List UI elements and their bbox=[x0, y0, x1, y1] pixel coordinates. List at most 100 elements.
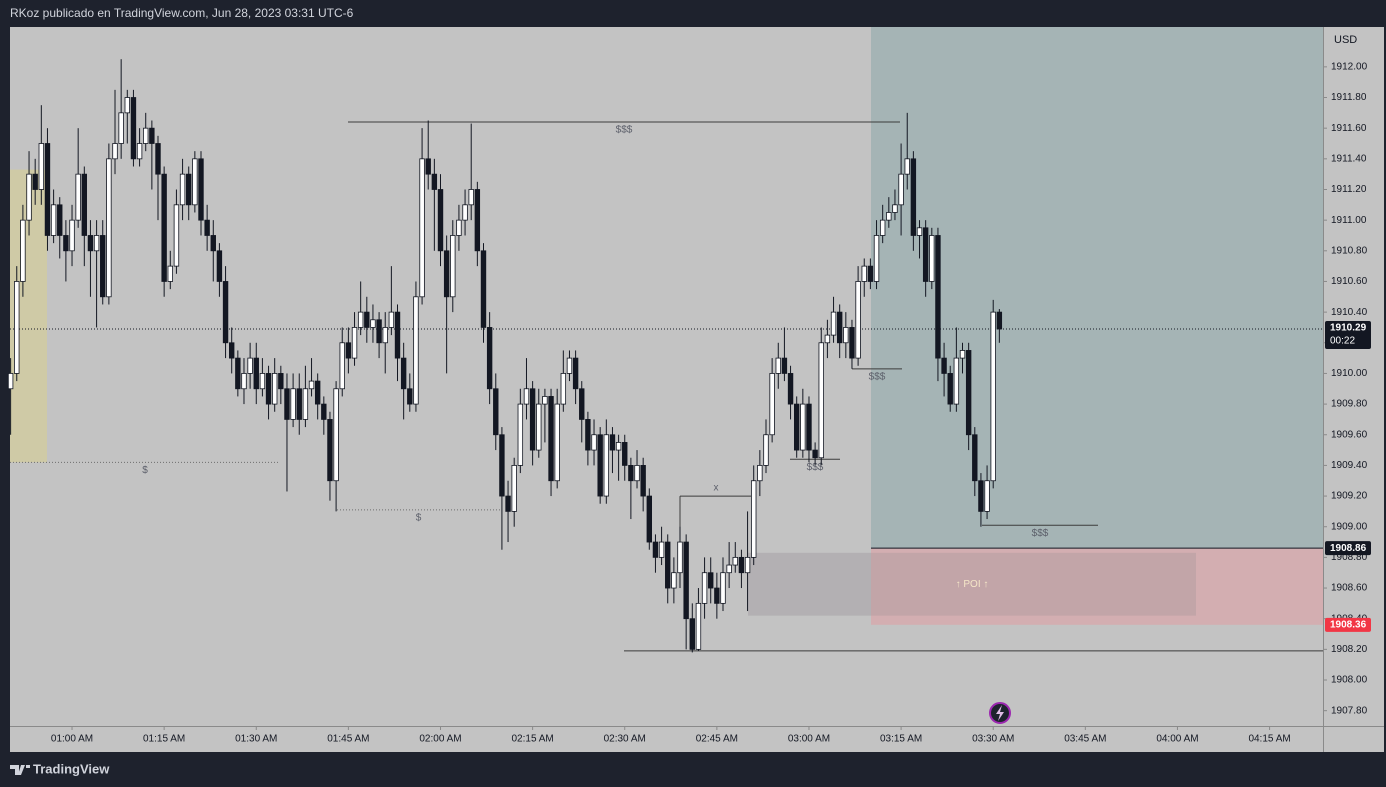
candle-body bbox=[634, 465, 640, 482]
candle-body bbox=[364, 311, 370, 328]
candle-body bbox=[984, 480, 990, 512]
candle-body bbox=[499, 434, 505, 497]
candle-body bbox=[775, 357, 781, 374]
candle-body bbox=[351, 327, 358, 359]
candle-body bbox=[769, 373, 775, 436]
y-tick-label: 1910.60 bbox=[1331, 276, 1368, 287]
candle-body bbox=[695, 602, 702, 650]
level-label: x bbox=[714, 483, 719, 494]
candle-body bbox=[173, 204, 180, 267]
candle-body bbox=[652, 541, 659, 558]
x-tick-label: 02:00 AM bbox=[419, 734, 461, 745]
candle-body bbox=[216, 250, 223, 282]
candle-body bbox=[867, 265, 874, 282]
y-tick-label: 1908.00 bbox=[1331, 675, 1368, 686]
candle-body bbox=[425, 158, 431, 175]
candle-body bbox=[192, 158, 198, 206]
y-tick-label: 1910.40 bbox=[1331, 307, 1368, 318]
last-price-badge-bg bbox=[1325, 320, 1371, 349]
candle-body bbox=[118, 112, 124, 144]
candle-body bbox=[929, 235, 935, 282]
candle-body bbox=[44, 143, 51, 236]
candle-body bbox=[922, 227, 929, 282]
candle-body bbox=[529, 388, 536, 451]
candle-body bbox=[271, 373, 278, 405]
y-tick-label: 1910.80 bbox=[1331, 245, 1368, 256]
level-label: $ bbox=[142, 465, 148, 476]
candle-body bbox=[836, 311, 843, 344]
candle-body bbox=[523, 388, 530, 405]
tradingview-logo: TradingView bbox=[10, 761, 110, 776]
candle-body bbox=[93, 235, 100, 252]
candle-body bbox=[167, 265, 173, 282]
candle-body bbox=[677, 541, 683, 574]
candle-body bbox=[370, 319, 376, 328]
candle-body bbox=[228, 342, 235, 359]
candle-body bbox=[542, 396, 548, 405]
candle-body bbox=[572, 357, 579, 390]
candle-body bbox=[7, 373, 14, 390]
stop-price-label: 1908.36 bbox=[1330, 619, 1367, 630]
candle-body bbox=[278, 373, 284, 390]
y-tick-label: 1909.60 bbox=[1331, 429, 1368, 440]
candle-body bbox=[732, 556, 738, 566]
target-zone bbox=[871, 27, 1323, 549]
candle-body bbox=[689, 618, 695, 650]
alert-icon[interactable] bbox=[989, 702, 1011, 724]
candle-body bbox=[800, 403, 806, 451]
candle-body bbox=[806, 403, 812, 451]
candle-body bbox=[947, 373, 953, 405]
candle-body bbox=[763, 434, 769, 466]
candle-body bbox=[100, 235, 106, 298]
x-tick-label: 02:30 AM bbox=[604, 734, 646, 745]
candle-body bbox=[296, 388, 302, 420]
candle-body bbox=[701, 572, 708, 604]
candle-body bbox=[87, 235, 94, 252]
candle-body bbox=[615, 442, 622, 451]
candle-body bbox=[155, 143, 161, 175]
candle-body bbox=[259, 373, 266, 390]
candle-body bbox=[38, 143, 45, 190]
candle-body bbox=[394, 311, 401, 359]
x-tick-label: 04:15 AM bbox=[1248, 734, 1290, 745]
y-tick-label: 1911.60 bbox=[1331, 123, 1367, 134]
candle-body bbox=[714, 587, 720, 604]
brand-text: TradingView bbox=[33, 761, 110, 776]
candle-body bbox=[585, 419, 591, 451]
last-price-label: 1910.29 bbox=[1330, 323, 1367, 334]
x-tick-label: 03:45 AM bbox=[1064, 734, 1106, 745]
candle-body bbox=[204, 219, 210, 236]
y-tick-label: 1908.80 bbox=[1331, 552, 1368, 563]
candle-body bbox=[198, 158, 204, 221]
candle-body bbox=[622, 442, 628, 466]
candle-body bbox=[609, 434, 616, 451]
candle-body bbox=[886, 212, 892, 221]
y-tick-label: 1910.00 bbox=[1331, 368, 1368, 379]
y-tick-label: 1911.20 bbox=[1331, 184, 1367, 195]
candle-body bbox=[744, 556, 751, 574]
candle-body bbox=[149, 127, 155, 144]
candle-body bbox=[468, 189, 474, 206]
candle-body bbox=[959, 350, 966, 359]
candle-body bbox=[32, 173, 38, 190]
candle-body bbox=[345, 342, 352, 359]
entry-price-label: 1908.86 bbox=[1330, 543, 1367, 554]
candle-body bbox=[726, 564, 732, 574]
level-label: $$$ bbox=[1032, 528, 1049, 539]
candle-body bbox=[179, 173, 186, 206]
plot-layers: ↑ POI ↑$$$$$$$$$$$$$$x1907.801908.001908… bbox=[7, 27, 1371, 745]
header-text: RKoz publicado en TradingView.com, Jun 2… bbox=[10, 6, 354, 20]
candle-body bbox=[965, 350, 972, 436]
candle-body bbox=[738, 556, 745, 574]
y-tick-label: 1911.00 bbox=[1331, 215, 1367, 226]
candle-body bbox=[388, 311, 395, 328]
candle-body bbox=[548, 396, 554, 482]
candle-body bbox=[339, 342, 345, 390]
x-tick-label: 03:15 AM bbox=[880, 734, 922, 745]
candle-body bbox=[861, 265, 867, 282]
y-tick-label: 1907.80 bbox=[1331, 705, 1368, 716]
candle-body bbox=[235, 357, 241, 390]
candle-body bbox=[419, 158, 425, 298]
candle-body bbox=[413, 296, 419, 405]
candle-body bbox=[658, 541, 665, 558]
